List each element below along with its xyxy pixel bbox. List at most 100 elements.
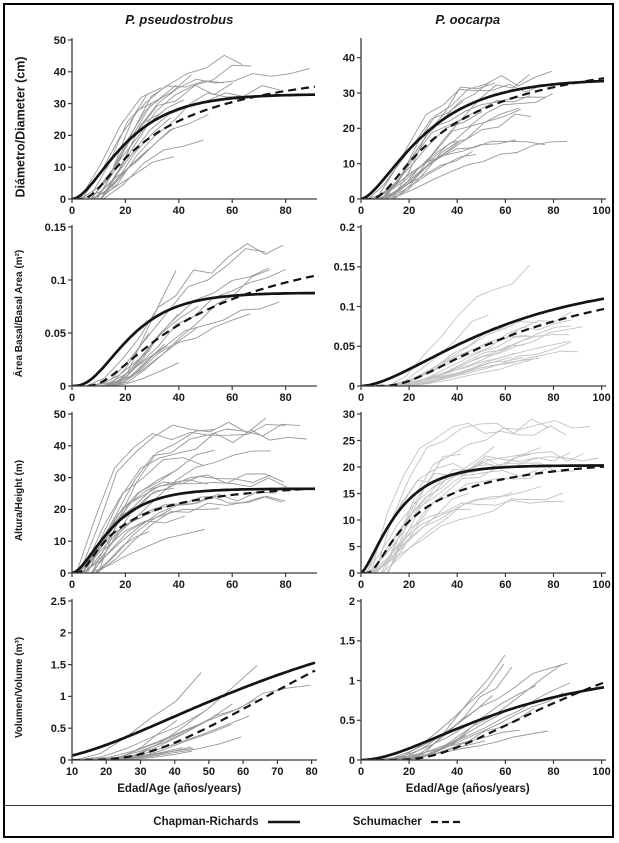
svg-text:60: 60 [226,205,238,217]
svg-text:60: 60 [499,392,511,404]
svg-text:0: 0 [348,568,354,580]
svg-text:50: 50 [54,409,66,421]
chart-basal-area-oocarpa: 0 20 40 60 80 100 0 0.05 0.1 0.15 0.2 [324,220,613,407]
svg-text:20: 20 [54,504,66,516]
svg-text:0: 0 [60,194,66,206]
svg-text:40: 40 [169,766,181,778]
svg-text:40: 40 [173,392,185,404]
svg-text:20: 20 [54,130,66,142]
x-axis-label-left: Edad/Age (años/years) [117,783,242,795]
svg-text:0: 0 [60,755,66,767]
svg-text:2.5: 2.5 [51,596,66,608]
svg-text:0.1: 0.1 [51,275,66,287]
svg-text:0: 0 [357,766,363,778]
svg-text:0: 0 [69,392,75,404]
svg-text:0: 0 [348,194,354,206]
svg-text:80: 80 [279,579,291,591]
svg-text:20: 20 [100,766,112,778]
svg-text:1.5: 1.5 [51,659,66,671]
chart-canvas: 10 20 30 40 50 60 70 80 0 0.5 1 1.5 2 2.5 [51,596,318,778]
chart-volume-oocarpa: 0 20 40 60 80 100 0 0.5 1 1.5 2 [324,594,613,781]
svg-text:10: 10 [54,536,66,548]
svg-text:0: 0 [69,579,75,591]
svg-text:10: 10 [342,159,354,171]
svg-text:100: 100 [592,392,610,404]
svg-text:0.05: 0.05 [45,328,66,340]
svg-text:100: 100 [592,205,610,217]
svg-text:0.15: 0.15 [333,262,354,274]
svg-text:40: 40 [451,205,463,217]
legend-chapman-label: Chapman-Richards [153,815,259,828]
svg-text:80: 80 [305,766,317,778]
chart-canvas: 0 20 40 60 80 100 0 0.5 1 1.5 2 [339,596,610,778]
svg-text:60: 60 [237,766,249,778]
svg-text:10: 10 [66,766,78,778]
svg-text:0.1: 0.1 [339,301,354,313]
svg-text:80: 80 [547,579,559,591]
chart-canvas: 0 20 40 60 80 100 0 0.05 0.1 0.15 0.2 [333,222,610,404]
svg-text:100: 100 [592,766,610,778]
svg-text:20: 20 [342,123,354,135]
column-title-pseudostrobus: P. pseudostrobus [125,11,234,27]
svg-text:1: 1 [60,691,66,703]
chart-height-pseudostrobus: 0 20 40 60 80 0 10 20 30 40 50 [35,407,324,594]
svg-text:80: 80 [547,392,559,404]
svg-text:70: 70 [271,766,283,778]
svg-text:1: 1 [348,675,354,687]
svg-text:0.15: 0.15 [45,222,66,234]
svg-text:0.2: 0.2 [339,222,354,234]
svg-text:40: 40 [451,392,463,404]
svg-text:40: 40 [173,579,185,591]
chart-canvas: 0 20 40 60 80 100 0 10 20 30 40 [342,38,610,217]
svg-text:60: 60 [499,579,511,591]
svg-text:2: 2 [60,628,66,640]
legend-item-schumacher: Schumacher [353,816,464,828]
svg-text:50: 50 [203,766,215,778]
column-title-oocarpa: P. oocarpa [435,11,501,27]
svg-text:0: 0 [357,205,363,217]
x-axis-label-right: Edad/Age (años/years) [405,783,530,795]
svg-text:80: 80 [547,766,559,778]
svg-text:40: 40 [54,67,66,79]
svg-text:60: 60 [226,392,238,404]
svg-text:20: 20 [119,579,131,591]
svg-text:50: 50 [54,35,66,47]
legend-item-chapman: Chapman-Richards [153,816,300,828]
svg-text:60: 60 [499,205,511,217]
svg-text:0: 0 [348,755,354,767]
svg-text:80: 80 [279,392,291,404]
svg-text:10: 10 [54,162,66,174]
svg-text:40: 40 [54,441,66,453]
svg-text:40: 40 [342,53,354,65]
svg-text:30: 30 [54,472,66,484]
row-label-volume: Volumen/Volume (m³) [14,636,26,739]
chart-canvas: 0 20 40 60 80 100 0 5 10 15 20 25 30 [342,409,610,591]
legend-schumacher-label: Schumacher [352,815,422,828]
svg-text:20: 20 [402,766,414,778]
chart-canvas: 0 20 40 60 80 0 0.05 0.1 0.15 [45,222,317,404]
svg-text:0: 0 [348,381,354,393]
xlabel-spacer [5,781,35,805]
chart-basal-area-pseudostrobus: 0 20 40 60 80 0 0.05 0.1 0.15 [35,220,324,407]
legend: Chapman-Richards Schumacher [5,805,612,836]
solid-line-icon [267,820,300,823]
svg-text:40: 40 [451,579,463,591]
svg-text:80: 80 [279,205,291,217]
row-label-diameter: Diámetro/Diameter (cm) [13,55,28,198]
chart-height-oocarpa: 0 20 40 60 80 100 0 5 10 15 20 25 30 [324,407,613,594]
svg-text:0: 0 [69,205,75,217]
chart-canvas: 0 20 40 60 80 0 10 20 30 40 50 [54,35,317,217]
svg-text:2: 2 [348,596,354,608]
svg-text:40: 40 [173,205,185,217]
svg-text:20: 20 [402,579,414,591]
svg-text:20: 20 [119,205,131,217]
chart-diameter-pseudostrobus: 0 20 40 60 80 0 10 20 30 40 50 [35,33,324,220]
svg-text:60: 60 [226,579,238,591]
row-label-height: Altura/Height (m) [14,459,26,542]
svg-text:80: 80 [547,205,559,217]
chart-diameter-oocarpa: 0 20 40 60 80 100 0 10 20 30 40 [324,33,613,220]
svg-text:0.5: 0.5 [339,715,354,727]
svg-text:40: 40 [451,766,463,778]
svg-text:15: 15 [342,488,354,500]
svg-text:5: 5 [348,541,354,553]
